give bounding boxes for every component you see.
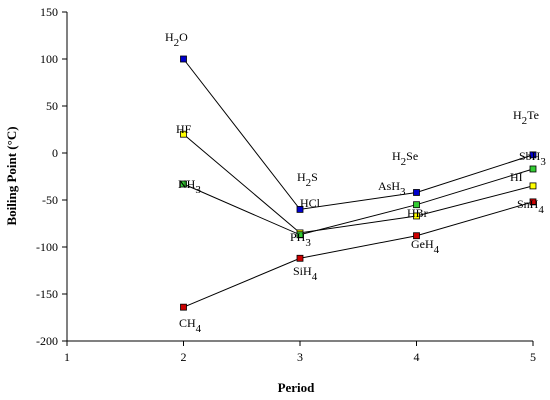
label-hi: HI (510, 170, 523, 184)
point-marker-nh3 (180, 180, 187, 188)
x-tick-label: 2 (181, 350, 187, 364)
label-h2te: H2Te (513, 108, 539, 127)
label-sbh3: SbH3 (519, 149, 546, 168)
label-ch4: CH4 (179, 316, 202, 335)
label-hbr: HBr (407, 206, 428, 220)
point-marker-ph3 (296, 231, 304, 239)
y-tick-label: 100 (40, 52, 58, 66)
y-ticks: -200 -150 -100 -50 0 50 100 150 (36, 5, 67, 348)
label-snh4: SnH4 (517, 197, 544, 216)
point-marker-snh4 (529, 198, 537, 206)
point-marker-h2s (296, 205, 304, 213)
series-line-1 (183, 133, 534, 234)
point-marker-h2te (529, 151, 537, 159)
y-tick-label: 50 (46, 99, 58, 113)
y-axis-title: Boiling Point (°C) (4, 126, 19, 225)
label-ph3: PH3 (290, 230, 311, 249)
point-marker-h2o (180, 55, 187, 63)
label-nh3: NH3 (178, 177, 201, 196)
label-hf: HF (176, 122, 192, 136)
point-marker-ash3 (413, 201, 420, 209)
series-markers (180, 55, 537, 311)
label-h2se: H2Se (392, 149, 418, 168)
point-marker-geh4 (413, 232, 420, 240)
y-tick-label: -200 (36, 334, 58, 348)
point-marker-sih4 (296, 254, 304, 262)
point-marker-hf (180, 130, 187, 138)
x-tick-label: 3 (297, 350, 303, 364)
x-axis-title: Period (278, 380, 316, 395)
label-hcl: HCl (300, 196, 321, 210)
y-tick-label: 150 (40, 5, 58, 19)
label-ash3: AsH3 (378, 179, 406, 198)
label-h2o: H2O (165, 30, 188, 49)
label-geh4: GeH4 (411, 237, 440, 256)
point-marker-hi (529, 182, 537, 190)
y-tick-label: -50 (42, 193, 58, 207)
point-marker-sbh3 (529, 165, 537, 173)
series-lines (183, 58, 534, 308)
point-labels: H2O HF NH3 CH4 H2S HCl PH3 SiH4 H2Se AsH… (165, 30, 546, 335)
y-tick-label: 0 (52, 146, 58, 160)
label-h2s: H2S (297, 170, 318, 189)
point-marker-ch4 (180, 303, 187, 311)
label-sih4: SiH4 (293, 264, 318, 283)
point-marker-h2se (413, 189, 420, 196)
y-tick-label: -100 (36, 240, 58, 254)
x-tick-label: 5 (530, 350, 536, 364)
series-line-0 (183, 58, 534, 210)
y-tick-label: -150 (36, 287, 58, 301)
series-line-3 (183, 201, 534, 308)
series-line-2 (183, 168, 534, 236)
x-tick-label: 4 (414, 350, 420, 364)
x-tick-label: 1 (64, 350, 70, 364)
point-marker-hbr (413, 212, 420, 220)
x-ticks: 1 2 3 4 5 (64, 341, 536, 364)
